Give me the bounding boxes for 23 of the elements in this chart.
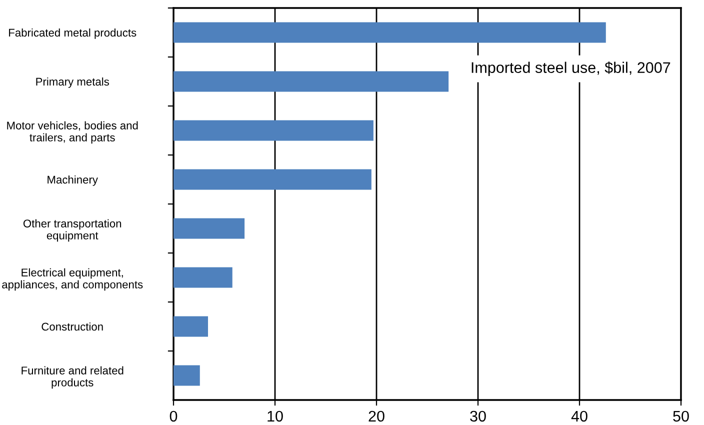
- y-tick-label: Electrical equipment, appliances, and components: [2, 268, 143, 291]
- y-tick-label: Motor vehicles, bodies and trailers, and parts: [7, 121, 138, 144]
- y-tick-label: Fabricated metal products: [9, 28, 136, 39]
- y-tick-label: Machinery: [48, 175, 98, 186]
- x-tick-label: 10: [268, 410, 283, 422]
- y-tick-label: Construction: [42, 322, 103, 331]
- bar: [174, 120, 374, 141]
- bar: [174, 71, 449, 92]
- bar: [174, 267, 232, 288]
- bar: [174, 22, 606, 43]
- bar: [174, 169, 372, 190]
- y-tick-label: Furniture and related products: [22, 366, 124, 389]
- bar: [174, 316, 208, 337]
- bar: [174, 365, 200, 386]
- x-tick-label: 50: [673, 410, 689, 422]
- x-tick-label: 20: [368, 410, 384, 422]
- x-tick-label: 30: [470, 410, 486, 422]
- y-tick-label: Other transportation equipment: [23, 219, 122, 242]
- bar: [174, 218, 245, 239]
- x-tick-label: 0: [170, 410, 178, 422]
- annotation: Imported steel use, $bil, 2007: [472, 62, 670, 76]
- x-tick-label: 40: [571, 410, 588, 422]
- y-tick-label: Primary metals: [36, 77, 109, 88]
